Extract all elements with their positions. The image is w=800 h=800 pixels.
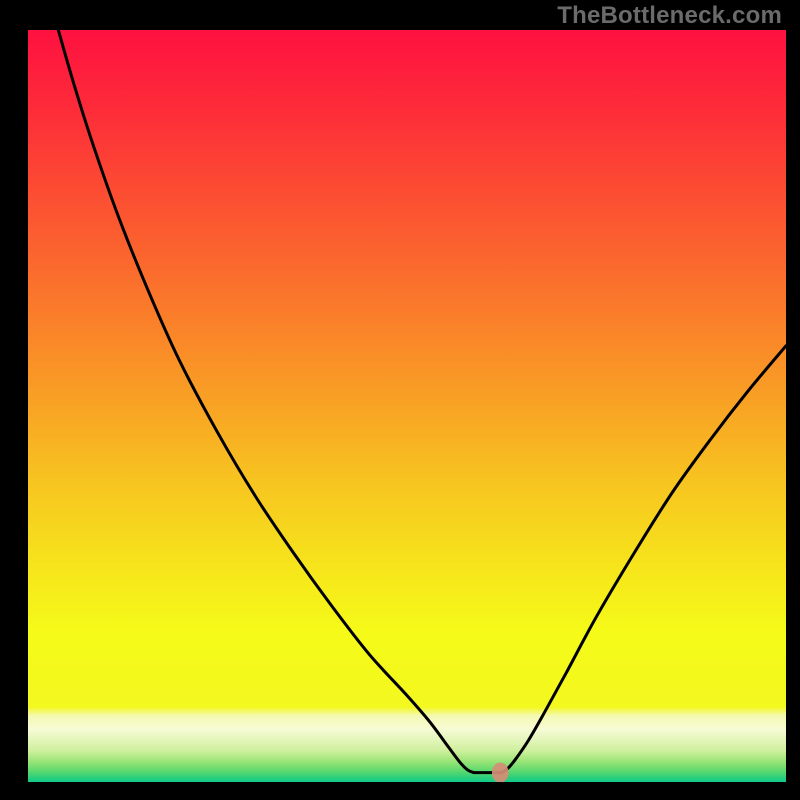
optimum-marker bbox=[492, 762, 509, 782]
watermark-text: TheBottleneck.com bbox=[557, 2, 782, 30]
gradient-background bbox=[28, 30, 786, 782]
bottleneck-chart bbox=[0, 0, 800, 800]
